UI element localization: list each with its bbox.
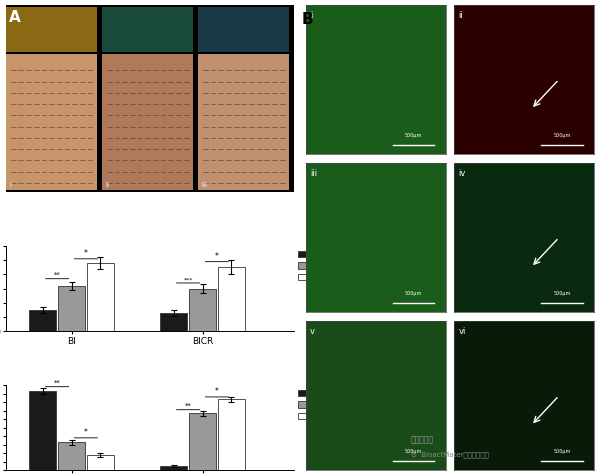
Text: 500μm: 500μm bbox=[553, 291, 571, 295]
Text: 500μm: 500μm bbox=[405, 133, 422, 138]
Bar bbox=[87, 455, 113, 470]
Text: *: * bbox=[215, 387, 219, 396]
Legend: 1 month, 3 months, 6 months: 1 month, 3 months, 6 months bbox=[298, 250, 348, 281]
Text: iii: iii bbox=[310, 169, 317, 178]
Text: 500μm: 500μm bbox=[553, 133, 571, 138]
Text: 500μm: 500μm bbox=[553, 449, 571, 454]
Text: vi: vi bbox=[458, 327, 466, 336]
Bar bbox=[58, 286, 85, 331]
Bar bbox=[198, 55, 289, 190]
Bar bbox=[218, 267, 245, 331]
Text: B: B bbox=[301, 12, 313, 27]
Bar bbox=[6, 55, 97, 190]
Text: 嘉峪检测网: 嘉峪检测网 bbox=[411, 435, 434, 444]
Text: A: A bbox=[9, 10, 20, 25]
Bar bbox=[87, 263, 113, 331]
Text: *: * bbox=[84, 249, 88, 258]
Bar bbox=[198, 7, 289, 52]
Bar bbox=[58, 442, 85, 470]
Text: **: ** bbox=[54, 272, 61, 278]
Text: **: ** bbox=[54, 380, 61, 386]
Bar bbox=[160, 466, 187, 470]
Text: 500μm: 500μm bbox=[405, 449, 422, 454]
Bar bbox=[29, 391, 56, 470]
Bar bbox=[6, 7, 97, 52]
Text: *: * bbox=[84, 428, 88, 437]
Bar bbox=[189, 289, 216, 331]
Text: ***: *** bbox=[184, 277, 193, 282]
Text: ii: ii bbox=[458, 11, 463, 20]
Bar bbox=[102, 7, 193, 52]
Bar bbox=[160, 313, 187, 331]
Text: *: * bbox=[215, 252, 219, 261]
Legend: 1 month, 3 months, 6 months: 1 month, 3 months, 6 months bbox=[298, 389, 348, 420]
Bar bbox=[218, 399, 245, 470]
Text: i: i bbox=[310, 11, 313, 20]
Bar bbox=[102, 55, 193, 190]
Text: ⊙  BioactMater生物活性材料: ⊙ BioactMater生物活性材料 bbox=[411, 452, 489, 458]
Bar bbox=[29, 310, 56, 331]
Text: iv: iv bbox=[458, 169, 466, 178]
Text: v: v bbox=[310, 327, 315, 336]
Text: iii: iii bbox=[201, 181, 207, 188]
Text: **: ** bbox=[185, 403, 191, 409]
Text: ii: ii bbox=[105, 181, 109, 188]
Bar bbox=[189, 413, 216, 470]
Text: i: i bbox=[9, 181, 11, 188]
Text: 500μm: 500μm bbox=[405, 291, 422, 295]
